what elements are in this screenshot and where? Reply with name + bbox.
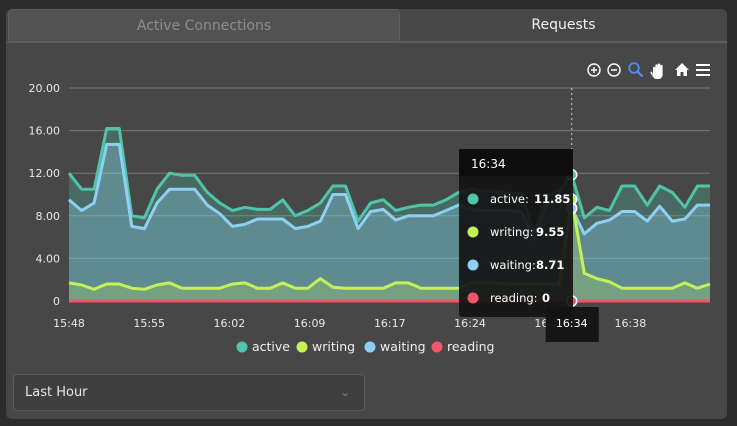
legend-item-waiting[interactable]: waiting — [364, 339, 426, 354]
legend-label: reading — [447, 339, 494, 354]
y-tick-label: 16.00 — [29, 125, 61, 138]
legend-marker — [364, 341, 376, 353]
legend-item-active[interactable]: active — [236, 339, 291, 354]
legend-marker — [296, 341, 308, 353]
legend-marker — [236, 341, 248, 353]
tooltip-header — [459, 149, 573, 176]
x-tick-label: 16:09 — [294, 317, 326, 330]
magnify-handle — [636, 70, 644, 78]
y-tick-label: 0 — [53, 295, 60, 308]
chart-legend: active writing waiting reading — [236, 339, 495, 354]
x-tick-label: 15:48 — [53, 317, 85, 330]
requests-panel: Active Connections Requests 20.00 16.00 12… — [6, 9, 727, 419]
pan-hand-icon[interactable] — [650, 63, 663, 79]
series-area-writing — [69, 199, 710, 301]
zoom-in-icon[interactable] — [587, 63, 601, 77]
time-range-value: Last Hour — [25, 385, 88, 400]
tooltip-row-value: 9.55 — [536, 225, 564, 239]
tooltip-row-label: reading: — [490, 291, 538, 305]
magnify-lens — [628, 62, 640, 74]
legend-item-writing[interactable]: writing — [296, 339, 356, 354]
tooltip-marker — [467, 193, 479, 205]
requests-chart: 20.00 16.00 12.00 8.00 4.00 0 15:48 15:55 16:02 1… — [29, 62, 711, 354]
tooltip-row-value: 0 — [542, 291, 550, 305]
legend-label: active — [252, 339, 290, 354]
tooltip-box — [459, 149, 573, 317]
tab-divider — [6, 42, 727, 43]
tooltip: 16:34 active: 11.85 writing: 9.55 waiting: 8.7… — [459, 149, 573, 317]
series-area-waiting — [69, 144, 710, 301]
tooltip-marker — [467, 292, 479, 304]
series-line-active — [67, 127, 710, 236]
tab-bar: Active Connections Requests — [6, 9, 727, 43]
x-tick-label: 16:02 — [214, 317, 246, 330]
tooltip-title: 16:34 — [471, 157, 506, 171]
tooltip-marker — [467, 226, 479, 238]
y-tick-label: 20.00 — [29, 82, 61, 95]
zoom-out-icon[interactable] — [607, 63, 621, 77]
tooltip-row-value: 11.85 — [534, 192, 570, 206]
tooltip-row-label: writing: — [490, 225, 534, 239]
legend-item-reading[interactable]: reading — [431, 339, 495, 354]
x-tick-label: 15:55 — [133, 317, 165, 330]
x-tick-label: 16:24 — [454, 317, 486, 330]
tooltip-row-label: waiting: — [490, 258, 536, 272]
zoom-out-ring — [607, 63, 621, 77]
crosshair-x-label: 16:34 — [556, 317, 588, 330]
menu-lines — [696, 64, 710, 76]
tooltip-row-label: active: — [490, 192, 529, 206]
time-range-select[interactable]: Last Hour ⌄ — [13, 374, 365, 411]
series-line-waiting — [68, 142, 710, 241]
legend-label: writing — [312, 339, 355, 354]
chart-toolbar — [587, 62, 710, 79]
x-tick-label: 16:17 — [374, 317, 406, 330]
zoom-in-plus — [591, 67, 597, 73]
x-tick-label: 16:38 — [615, 317, 647, 330]
legend-label: waiting — [380, 339, 426, 354]
magnify-icon[interactable] — [628, 62, 644, 78]
series-line-writing — [68, 197, 711, 291]
home-shape — [675, 63, 689, 76]
tab-active-connections[interactable]: Active Connections — [8, 9, 400, 42]
legend-marker — [431, 341, 443, 353]
y-tick-label: 8.00 — [36, 210, 61, 223]
y-tick-label: 12.00 — [29, 167, 61, 180]
pan-hand-shape — [650, 63, 663, 79]
zoom-in-ring — [587, 63, 601, 77]
chevron-down-icon: ⌄ — [339, 385, 350, 399]
y-tick-label: 4.00 — [36, 252, 61, 265]
home-icon[interactable] — [675, 63, 689, 76]
tooltip-row-value: 8.71 — [536, 258, 564, 272]
tab-requests[interactable]: Requests — [400, 9, 727, 42]
menu-icon[interactable] — [696, 64, 710, 76]
tooltip-marker — [467, 259, 479, 271]
